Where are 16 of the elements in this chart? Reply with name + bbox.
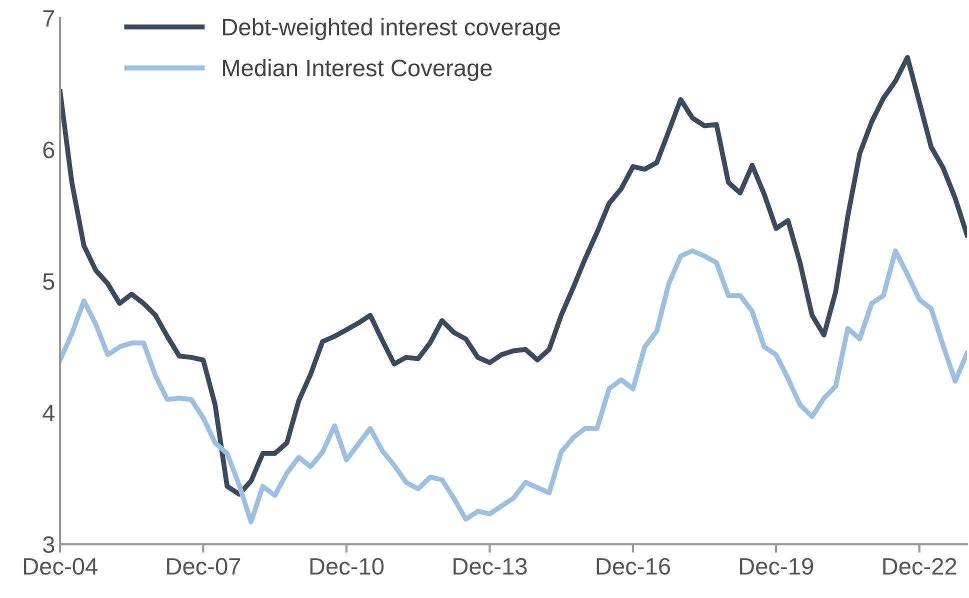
x-tick-label: Dec-04	[24, 558, 98, 575]
x-tick-label: Dec-22	[883, 558, 956, 575]
x-tick-label: Dec-10	[310, 558, 384, 575]
y-tick-label: 4	[42, 404, 55, 422]
x-tick-label: Dec-16	[596, 558, 670, 575]
y-tick-label: 3	[42, 536, 54, 553]
x-tick-label: Dec-19	[740, 558, 814, 575]
line-series	[60, 248, 968, 524]
y-tick-label: 5	[43, 273, 54, 290]
line-series	[60, 54, 968, 497]
x-tick-label: Dec-13	[454, 558, 527, 575]
y-tick-label: 6	[43, 142, 54, 158]
legend-label: Median Interest Coverage	[223, 59, 492, 82]
y-tick-label: 7	[43, 10, 54, 26]
legend-label: Debt-weighted interest coverage	[223, 18, 560, 40]
x-tick-label: Dec-07	[167, 558, 240, 575]
